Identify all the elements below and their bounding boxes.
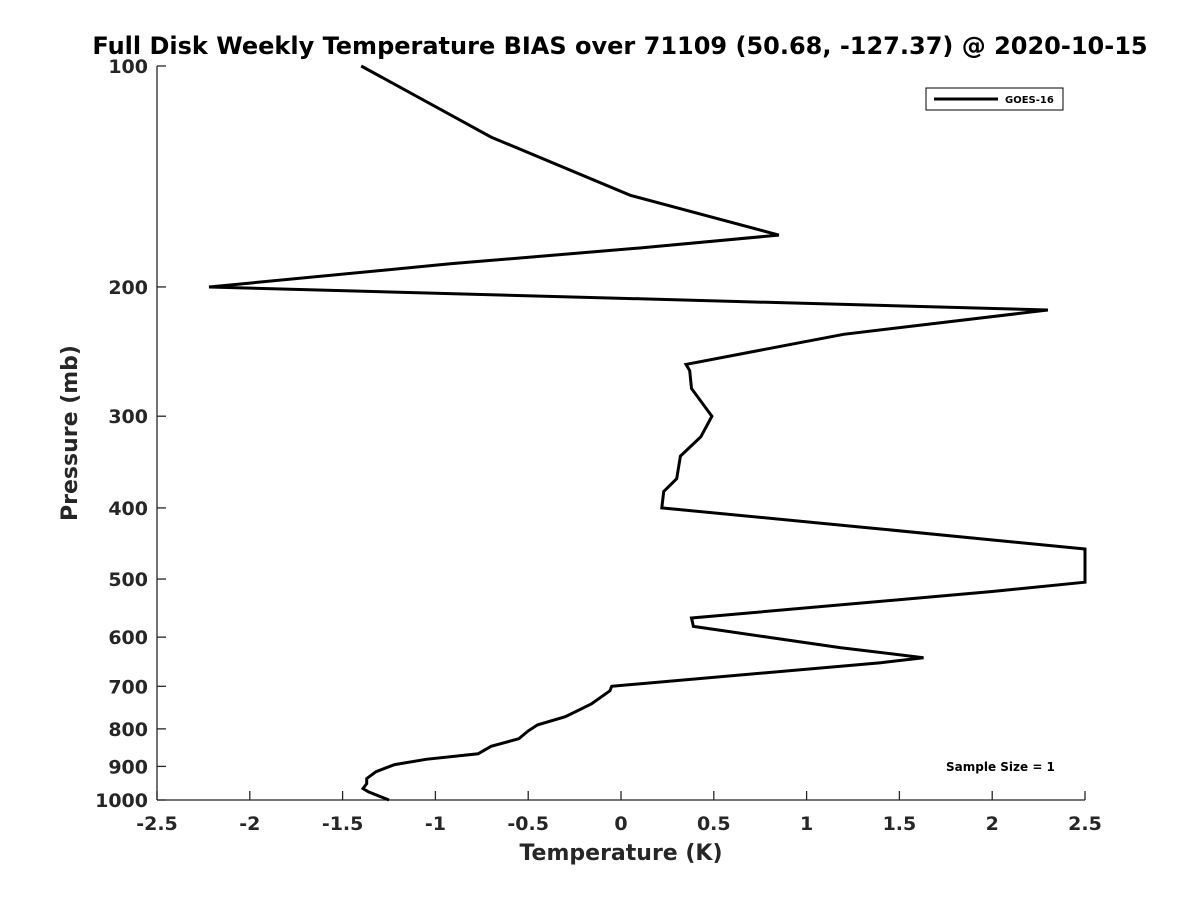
x-tick-label: 0 (614, 813, 627, 835)
y-tick-label: 400 (108, 498, 148, 520)
y-tick-label: 700 (108, 676, 148, 698)
y-tick-label: 900 (108, 756, 148, 778)
y-tick-label: 100 (108, 56, 148, 78)
x-tick-label: -2 (239, 813, 260, 835)
y-tick-label: 1000 (95, 790, 148, 812)
y-axis-label: Pressure (mb) (58, 345, 83, 521)
y-ticks: 100 200 300 400 500 600 700 800 900 1000 (95, 56, 166, 812)
sample-size-annotation: Sample Size = 1 (946, 760, 1055, 774)
series-layer (208, 64, 1087, 802)
x-tick-label: -1 (425, 813, 446, 835)
x-tick-label: -0.5 (507, 813, 549, 835)
x-tick-label: 2.5 (1068, 813, 1102, 835)
y-tick-label: 600 (108, 627, 148, 649)
chart-title: Full Disk Weekly Temperature BIAS over 7… (92, 32, 1147, 60)
y-tick-label: 800 (108, 719, 148, 741)
x-tick-label: 2 (986, 813, 999, 835)
series-line-goes-16 (208, 64, 1087, 802)
y-tick-label: 300 (108, 406, 148, 428)
y-tick-label: 500 (108, 569, 148, 591)
legend: GOES-16 (925, 87, 1064, 111)
x-ticks: -2.5 -2 -1.5 -1 -0.5 0 0.5 1 1.5 2 2.5 (136, 791, 1102, 835)
x-tick-label: 1 (800, 813, 813, 835)
x-axis-label: Temperature (K) (519, 841, 722, 866)
x-tick-label: -1.5 (322, 813, 364, 835)
x-tick-label: -2.5 (136, 813, 178, 835)
y-tick-label: 200 (108, 277, 148, 299)
legend-label: GOES-16 (1005, 95, 1054, 106)
x-tick-label: 1.5 (883, 813, 917, 835)
x-tick-label: 0.5 (697, 813, 731, 835)
